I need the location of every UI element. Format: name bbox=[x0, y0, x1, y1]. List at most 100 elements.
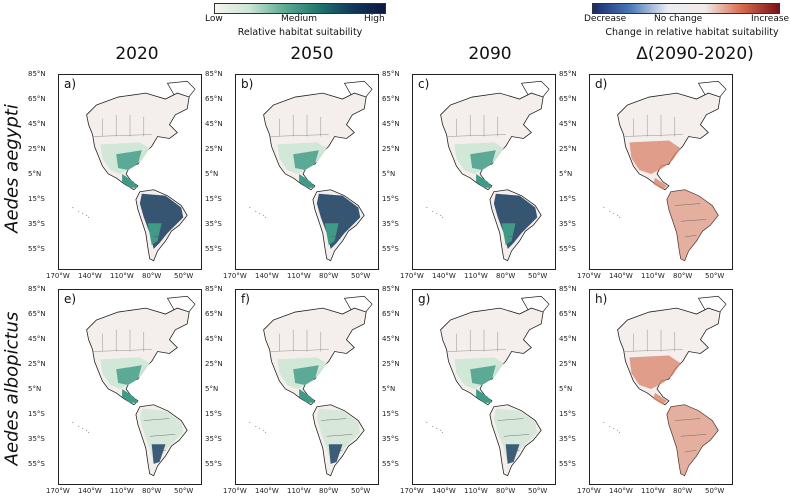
latitude-tick-label: 65°N bbox=[28, 310, 46, 318]
longitude-tick-label: 140°W bbox=[78, 487, 102, 495]
latitude-tick-label: 35°S bbox=[382, 435, 399, 443]
latitude-tick-label: 45°N bbox=[28, 335, 46, 343]
latitude-tick-label: 5°N bbox=[382, 170, 396, 178]
longitude-tick-label: 80°W bbox=[496, 272, 516, 280]
panel-label: f) bbox=[241, 292, 250, 306]
latitude-tick-label: 5°N bbox=[28, 385, 42, 393]
column-title-2090: 2090 bbox=[468, 44, 512, 64]
latitude-tick-label: 15°S bbox=[28, 410, 45, 418]
latitude-tick-label: 15°S bbox=[28, 195, 45, 203]
longitude-tick-label: 170°W bbox=[400, 487, 424, 495]
column-title-2020: 2020 bbox=[115, 44, 159, 64]
latitude-tick-label: 85°N bbox=[28, 285, 46, 293]
latitude-tick-label: 65°N bbox=[205, 310, 223, 318]
longitude-tick-label: 80°W bbox=[319, 272, 339, 280]
panel-label: e) bbox=[64, 292, 77, 306]
north-america-shape bbox=[263, 92, 367, 191]
longitude-tick-label: 50°W bbox=[705, 487, 725, 495]
suitability-colorbar bbox=[214, 3, 386, 14]
column-title-delta: Δ(2090-2020) bbox=[636, 44, 754, 64]
map-panel-a: a) bbox=[58, 74, 202, 270]
latitude-tick-label: 25°N bbox=[205, 360, 223, 368]
column-title-2050: 2050 bbox=[290, 44, 334, 64]
latitude-tick-label: 65°N bbox=[559, 310, 577, 318]
panel-label: c) bbox=[418, 77, 430, 91]
latitude-tick-label: 35°S bbox=[382, 220, 399, 228]
panel-label: d) bbox=[595, 77, 608, 91]
longitude-tick-label: 50°W bbox=[174, 487, 194, 495]
map-panel-b: b) bbox=[235, 74, 379, 270]
longitude-tick-label: 80°W bbox=[142, 487, 162, 495]
longitude-tick-label: 80°W bbox=[496, 487, 516, 495]
latitude-tick-label: 55°S bbox=[559, 460, 576, 468]
latitude-tick-label: 55°S bbox=[205, 245, 222, 253]
longitude-tick-label: 110°W bbox=[464, 487, 488, 495]
latitude-tick-label: 5°N bbox=[205, 170, 219, 178]
latitude-tick-label: 35°S bbox=[205, 435, 222, 443]
latitude-tick-label: 25°N bbox=[559, 145, 577, 153]
row-title-albopictus: Aedes albopictus bbox=[1, 311, 23, 466]
latitude-tick-label: 5°N bbox=[28, 170, 42, 178]
longitude-tick-label: 110°W bbox=[110, 272, 134, 280]
longitude-tick-label: 170°W bbox=[223, 487, 247, 495]
latitude-tick-label: 65°N bbox=[205, 95, 223, 103]
longitude-tick-label: 80°W bbox=[673, 487, 693, 495]
longitude-tick-label: 80°W bbox=[319, 487, 339, 495]
latitude-tick-label: 45°N bbox=[559, 335, 577, 343]
longitude-tick-label: 110°W bbox=[110, 487, 134, 495]
longitude-tick-label: 140°W bbox=[609, 272, 633, 280]
north-america-shape bbox=[86, 307, 190, 406]
longitude-tick-label: 140°W bbox=[432, 487, 456, 495]
longitude-tick-label: 170°W bbox=[577, 272, 601, 280]
panel-label: g) bbox=[418, 292, 431, 306]
latitude-tick-label: 45°N bbox=[28, 120, 46, 128]
latitude-tick-label: 25°N bbox=[205, 145, 223, 153]
latitude-tick-label: 25°N bbox=[382, 145, 400, 153]
latitude-tick-label: 55°S bbox=[205, 460, 222, 468]
latitude-tick-label: 35°S bbox=[559, 435, 576, 443]
latitude-tick-label: 55°S bbox=[382, 460, 399, 468]
latitude-tick-label: 45°N bbox=[205, 120, 223, 128]
latitude-tick-label: 35°S bbox=[28, 220, 45, 228]
longitude-tick-label: 50°W bbox=[351, 487, 371, 495]
latitude-tick-label: 85°N bbox=[559, 70, 577, 78]
latitude-tick-label: 15°S bbox=[382, 195, 399, 203]
latitude-tick-label: 55°S bbox=[382, 245, 399, 253]
row-title-aegypti: Aedes aegypti bbox=[1, 104, 23, 233]
latitude-tick-label: 85°N bbox=[382, 285, 400, 293]
latitude-tick-label: 65°N bbox=[28, 95, 46, 103]
latitude-tick-label: 25°N bbox=[28, 360, 46, 368]
latitude-tick-label: 25°N bbox=[559, 360, 577, 368]
latitude-tick-label: 45°N bbox=[382, 120, 400, 128]
north-america-shape bbox=[440, 92, 544, 191]
latitude-tick-label: 15°S bbox=[382, 410, 399, 418]
longitude-tick-label: 50°W bbox=[528, 487, 548, 495]
latitude-tick-label: 55°S bbox=[559, 245, 576, 253]
longitude-tick-label: 140°W bbox=[255, 272, 279, 280]
map-panel-d: d) bbox=[589, 74, 733, 270]
north-america-shape bbox=[263, 307, 367, 406]
panel-label: a) bbox=[64, 77, 77, 91]
latitude-tick-label: 35°S bbox=[28, 435, 45, 443]
panel-label: b) bbox=[241, 77, 254, 91]
latitude-tick-label: 85°N bbox=[28, 70, 46, 78]
latitude-tick-label: 45°N bbox=[559, 120, 577, 128]
colorbar-decrease-label: Decrease bbox=[584, 14, 627, 24]
colorbar-suitability-title: Relative habitat suitability bbox=[237, 27, 363, 38]
map-panel-g: g) bbox=[412, 289, 556, 485]
latitude-tick-label: 15°S bbox=[559, 195, 576, 203]
longitude-tick-label: 140°W bbox=[78, 272, 102, 280]
latitude-tick-label: 55°S bbox=[28, 245, 45, 253]
longitude-tick-label: 170°W bbox=[223, 272, 247, 280]
longitude-tick-label: 110°W bbox=[641, 272, 665, 280]
map-panel-e: e) bbox=[58, 289, 202, 485]
latitude-tick-label: 15°S bbox=[559, 410, 576, 418]
longitude-tick-label: 50°W bbox=[351, 272, 371, 280]
longitude-tick-label: 80°W bbox=[142, 272, 162, 280]
latitude-tick-label: 35°S bbox=[559, 220, 576, 228]
colorbar-increase-label: Increase bbox=[751, 14, 790, 24]
longitude-tick-label: 80°W bbox=[673, 272, 693, 280]
latitude-tick-label: 35°S bbox=[205, 220, 222, 228]
latitude-tick-label: 25°N bbox=[382, 360, 400, 368]
longitude-tick-label: 140°W bbox=[432, 272, 456, 280]
